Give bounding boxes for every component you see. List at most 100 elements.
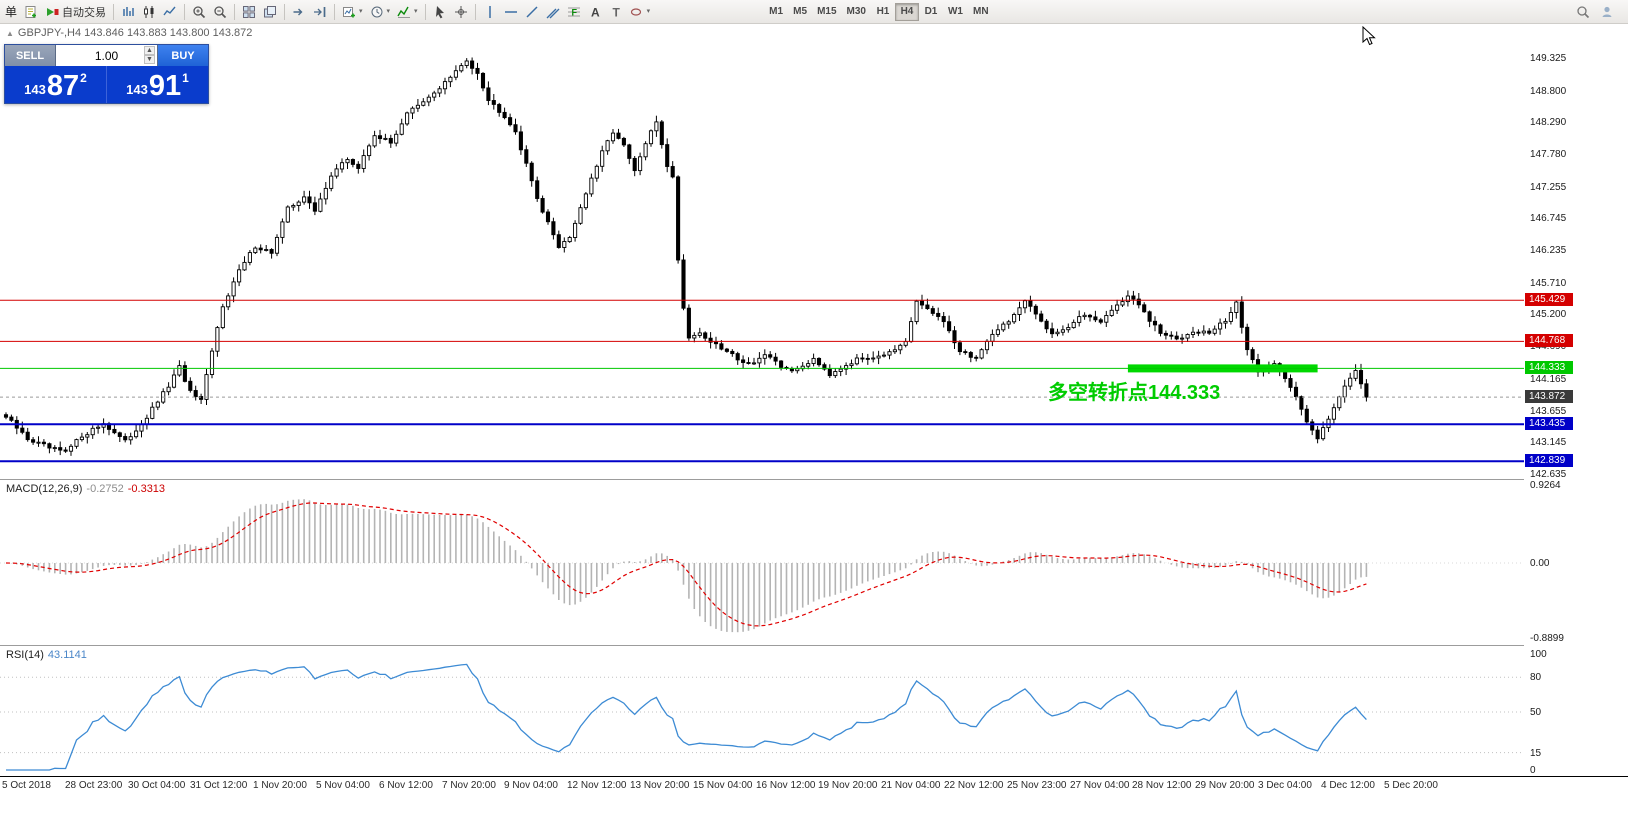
spin-up-icon[interactable]: ▲ — [144, 46, 155, 55]
macd-pane[interactable] — [0, 480, 1524, 645]
horizontal-line-tool-button[interactable] — [501, 2, 521, 22]
price-chart-pane[interactable] — [0, 24, 1524, 479]
new-order-button[interactable] — [21, 2, 41, 22]
shapes-tool-button[interactable]: ▾ — [627, 2, 654, 22]
cursor-icon — [435, 5, 444, 18]
toolbar-separator — [334, 3, 336, 20]
time-axis-label: 22 Nov 12:00 — [944, 780, 1004, 791]
autoscroll-icon — [293, 8, 303, 15]
pane-separator[interactable] — [0, 479, 1628, 480]
fibonacci-tool-button[interactable]: F — [564, 2, 584, 22]
panel-collapse-icon[interactable]: ▲ — [6, 28, 14, 38]
buy-button[interactable]: BUY — [158, 45, 208, 66]
text-tool-button[interactable]: A — [585, 2, 605, 22]
dropdown-caret-icon: ▾ — [359, 7, 363, 15]
price-tag: 145.429 — [1525, 293, 1573, 306]
rsi-axis-label: 15 — [1530, 748, 1542, 759]
time-axis-label: 5 Nov 04:00 — [316, 780, 370, 791]
time-axis-label: 4 Dec 12:00 — [1321, 780, 1375, 791]
rsi-axis-label: 50 — [1530, 707, 1542, 718]
bars-chart-button[interactable] — [118, 2, 138, 22]
timeframe-H1[interactable]: H1 — [871, 3, 895, 21]
trendline-tool-button[interactable] — [522, 2, 542, 22]
symbol-info: ▲ GBPJPY-,H4 143.846 143.883 143.800 143… — [6, 27, 252, 39]
timeframe-M5[interactable]: M5 — [788, 3, 812, 21]
price-axis-label: 145.710 — [1530, 278, 1567, 289]
new-chart-icon — [343, 6, 356, 17]
price-divider — [106, 66, 107, 103]
indicators-icon — [397, 6, 411, 18]
time-axis-label: 13 Nov 20:00 — [630, 780, 690, 791]
sell-price-big: 87 — [46, 70, 80, 102]
time-axis-label: 3 Dec 04:00 — [1258, 780, 1312, 791]
time-axis-label: 28 Nov 12:00 — [1132, 780, 1192, 791]
sell-price-prefix: 143 — [24, 82, 46, 97]
channel-tool-button[interactable] — [543, 2, 563, 22]
candlestick-chart-button[interactable] — [139, 2, 159, 22]
tile-windows-button[interactable] — [239, 2, 259, 22]
community-icon — [1602, 6, 1612, 17]
timeframe-H4[interactable]: H4 — [894, 2, 919, 21]
line-chart-button[interactable] — [160, 2, 180, 22]
vertical-line-icon — [488, 5, 491, 18]
autoscroll-button[interactable] — [289, 2, 309, 22]
tile-windows-icon — [243, 5, 256, 18]
sell-price-button[interactable]: 143 87 2 — [5, 66, 106, 103]
clock-icon — [371, 6, 383, 17]
time-axis-label: 16 Nov 12:00 — [756, 780, 816, 791]
svg-text:F: F — [571, 7, 577, 17]
cascade-windows-button[interactable] — [260, 2, 280, 22]
toolbar-separator — [184, 3, 186, 20]
timeframe-M30[interactable]: M30 — [842, 3, 871, 21]
crosshair-tool-button[interactable] — [451, 2, 471, 22]
time-axis-label: 19 Nov 20:00 — [818, 780, 878, 791]
timeframe-MN[interactable]: MN — [968, 3, 994, 21]
price-axis-label: 143.145 — [1530, 437, 1567, 448]
community-button[interactable] — [1597, 2, 1617, 22]
zoom-out-button[interactable] — [210, 2, 230, 22]
toolbar-separator — [474, 3, 476, 20]
crosshair-icon — [454, 5, 467, 18]
zoom-in-button[interactable] — [189, 2, 209, 22]
time-axis-label: 9 Nov 04:00 — [504, 780, 558, 791]
autotrading-icon — [47, 7, 59, 16]
autotrading-button[interactable]: 自动交易 — [42, 2, 109, 22]
main-toolbar: 单 自动交易 — [0, 0, 1628, 24]
pane-separator[interactable] — [0, 645, 1628, 646]
buy-price-sup: 1 — [182, 71, 189, 85]
buy-price-big: 91 — [148, 70, 182, 102]
horizontal-line-icon — [504, 10, 517, 13]
toolbar-separator — [234, 3, 236, 20]
time-axis-label: 27 Nov 04:00 — [1070, 780, 1130, 791]
label-tool-button[interactable]: T — [606, 2, 626, 22]
indicators-button[interactable]: ▾ — [394, 2, 421, 22]
time-axis[interactable]: 5 Oct 2018 28 Oct 23:00 30 Oct 04:00 31 Oct… — [0, 778, 1524, 798]
toolbar-right-group — [1573, 2, 1623, 22]
zoom-in-icon — [193, 5, 206, 18]
timeframe-M1[interactable]: M1 — [764, 3, 788, 21]
profiles-button[interactable]: ▾ — [367, 2, 394, 22]
timeframe-D1[interactable]: D1 — [919, 3, 943, 21]
rsi-axis-label: 80 — [1530, 672, 1542, 683]
spin-down-icon[interactable]: ▼ — [144, 55, 155, 64]
search-button[interactable] — [1573, 2, 1593, 22]
price-tag: 144.768 — [1525, 334, 1573, 347]
chart-shift-button[interactable] — [310, 2, 330, 22]
new-chart-button[interactable]: ▾ — [339, 2, 366, 22]
rsi-pane[interactable] — [0, 646, 1524, 776]
vertical-line-tool-button[interactable] — [480, 2, 500, 22]
text-icon: A — [591, 5, 600, 19]
timeframe-W1[interactable]: W1 — [943, 3, 968, 21]
volume-value: 1.00 — [94, 48, 119, 63]
time-axis-label: 29 Nov 20:00 — [1195, 780, 1255, 791]
buy-price-button[interactable]: 143 91 1 — [107, 66, 208, 103]
order-label[interactable]: 单 — [5, 5, 18, 19]
symbol-ohlc-text: GBPJPY-,H4 143.846 143.883 143.800 143.8… — [17, 27, 253, 39]
fibonacci-icon: F — [567, 7, 580, 17]
cursor-tool-button[interactable] — [430, 2, 450, 22]
volume-input[interactable]: 1.00 ▲ ▼ — [55, 45, 158, 66]
price-axis[interactable]: 149.325 148.800 148.290 147.780 147.255 146.7… — [1524, 24, 1628, 776]
sell-button[interactable]: SELL — [5, 45, 55, 66]
timeframe-M15[interactable]: M15 — [812, 3, 841, 21]
